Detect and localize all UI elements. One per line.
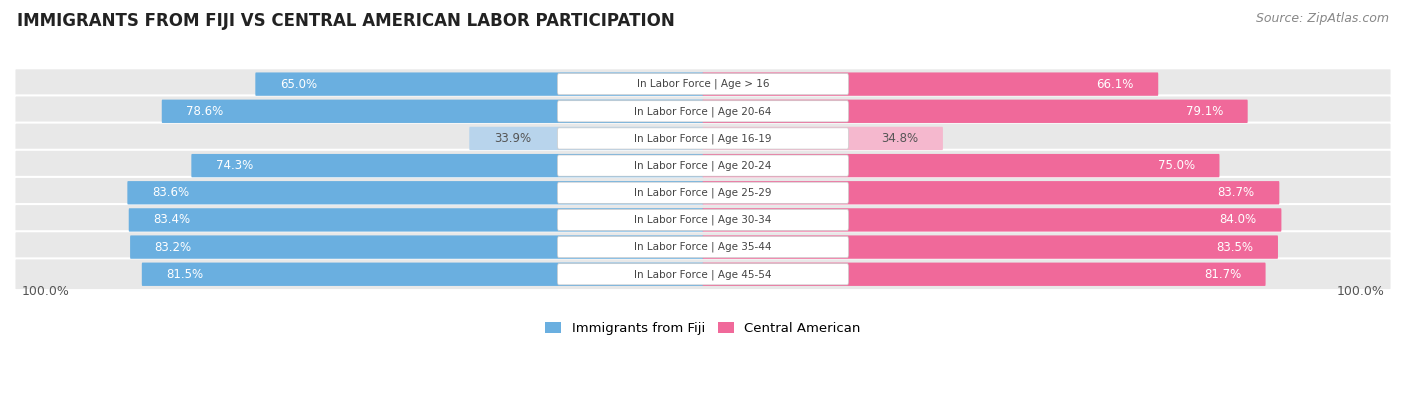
Text: In Labor Force | Age > 16: In Labor Force | Age > 16 [637, 79, 769, 89]
FancyBboxPatch shape [14, 177, 1392, 209]
Text: In Labor Force | Age 35-44: In Labor Force | Age 35-44 [634, 242, 772, 252]
Legend: Immigrants from Fiji, Central American: Immigrants from Fiji, Central American [540, 317, 866, 341]
Text: 83.5%: 83.5% [1216, 241, 1253, 254]
Text: IMMIGRANTS FROM FIJI VS CENTRAL AMERICAN LABOR PARTICIPATION: IMMIGRANTS FROM FIJI VS CENTRAL AMERICAN… [17, 12, 675, 30]
Text: 34.8%: 34.8% [882, 132, 918, 145]
Text: 79.1%: 79.1% [1185, 105, 1223, 118]
FancyBboxPatch shape [162, 100, 703, 123]
FancyBboxPatch shape [703, 127, 943, 150]
Text: In Labor Force | Age 25-29: In Labor Force | Age 25-29 [634, 188, 772, 198]
FancyBboxPatch shape [142, 263, 703, 286]
FancyBboxPatch shape [128, 181, 703, 205]
Text: 65.0%: 65.0% [280, 78, 316, 90]
FancyBboxPatch shape [14, 96, 1392, 127]
FancyBboxPatch shape [14, 150, 1392, 181]
FancyBboxPatch shape [558, 264, 848, 285]
Text: In Labor Force | Age 20-24: In Labor Force | Age 20-24 [634, 160, 772, 171]
FancyBboxPatch shape [14, 204, 1392, 236]
Text: 75.0%: 75.0% [1157, 159, 1195, 172]
Text: In Labor Force | Age 45-54: In Labor Force | Age 45-54 [634, 269, 772, 280]
Text: In Labor Force | Age 16-19: In Labor Force | Age 16-19 [634, 133, 772, 144]
FancyBboxPatch shape [703, 72, 1159, 96]
Text: 66.1%: 66.1% [1097, 78, 1133, 90]
FancyBboxPatch shape [129, 208, 703, 231]
FancyBboxPatch shape [14, 231, 1392, 263]
Text: 83.6%: 83.6% [152, 186, 188, 199]
FancyBboxPatch shape [703, 154, 1219, 177]
FancyBboxPatch shape [558, 209, 848, 231]
FancyBboxPatch shape [14, 68, 1392, 100]
FancyBboxPatch shape [131, 235, 703, 259]
Text: 100.0%: 100.0% [1336, 284, 1384, 297]
FancyBboxPatch shape [558, 73, 848, 95]
FancyBboxPatch shape [703, 208, 1281, 231]
FancyBboxPatch shape [256, 72, 703, 96]
Text: 33.9%: 33.9% [494, 132, 531, 145]
Text: 84.0%: 84.0% [1220, 213, 1257, 226]
FancyBboxPatch shape [558, 101, 848, 122]
Text: 74.3%: 74.3% [217, 159, 253, 172]
Text: 83.2%: 83.2% [155, 241, 191, 254]
FancyBboxPatch shape [470, 127, 703, 150]
FancyBboxPatch shape [558, 155, 848, 176]
FancyBboxPatch shape [703, 181, 1279, 205]
FancyBboxPatch shape [191, 154, 703, 177]
Text: In Labor Force | Age 30-34: In Labor Force | Age 30-34 [634, 215, 772, 225]
FancyBboxPatch shape [558, 182, 848, 203]
Text: 83.7%: 83.7% [1218, 186, 1254, 199]
FancyBboxPatch shape [14, 122, 1392, 154]
Text: 100.0%: 100.0% [22, 284, 70, 297]
FancyBboxPatch shape [558, 128, 848, 149]
Text: Source: ZipAtlas.com: Source: ZipAtlas.com [1256, 12, 1389, 25]
FancyBboxPatch shape [703, 263, 1265, 286]
FancyBboxPatch shape [703, 100, 1247, 123]
Text: 81.7%: 81.7% [1204, 268, 1241, 281]
Text: 78.6%: 78.6% [187, 105, 224, 118]
Text: In Labor Force | Age 20-64: In Labor Force | Age 20-64 [634, 106, 772, 117]
Text: 83.4%: 83.4% [153, 213, 190, 226]
FancyBboxPatch shape [703, 235, 1278, 259]
FancyBboxPatch shape [14, 258, 1392, 290]
FancyBboxPatch shape [558, 237, 848, 258]
Text: 81.5%: 81.5% [166, 268, 204, 281]
